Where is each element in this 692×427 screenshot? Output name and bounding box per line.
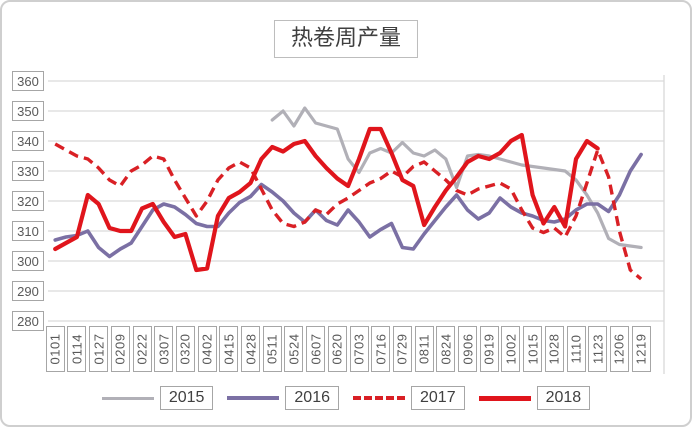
x-axis-label-text: 1219	[633, 333, 649, 365]
legend: 2015 2016 2017 2018	[2, 386, 690, 410]
legend-line-sample	[353, 396, 405, 400]
legend-label: 2016	[285, 386, 339, 410]
y-axis-label: 330	[12, 161, 44, 181]
legend-item-2017: 2017	[353, 386, 465, 410]
x-axis-label-text: 0127	[91, 333, 107, 365]
x-axis-label-text: 0511	[264, 334, 280, 364]
y-axis-label: 340	[12, 131, 44, 151]
x-axis-label-text: 0703	[351, 333, 367, 365]
y-axis-label: 360	[12, 71, 44, 91]
x-axis-label: 1015	[523, 326, 543, 372]
x-axis-label-text: 0114	[69, 334, 85, 364]
x-axis-label: 0209	[110, 326, 130, 372]
x-axis-label-text: 0906	[460, 333, 475, 365]
x-axis-label: 0811	[414, 326, 434, 372]
x-axis-label-text: 0729	[394, 333, 410, 365]
x-axis-label: 0703	[349, 326, 369, 372]
x-axis-label: 0729	[392, 326, 412, 372]
chart-title: 热卷周产量	[273, 20, 419, 58]
x-axis-label: 1110	[566, 326, 586, 372]
x-axis-label: 0511	[262, 326, 282, 372]
y-axis-label: 320	[12, 191, 44, 211]
x-axis-label-text: 0811	[416, 334, 432, 364]
x-axis-label-text: 0919	[481, 333, 497, 365]
x-axis-label: 0607	[306, 326, 326, 372]
x-axis-label: 0524	[284, 326, 304, 372]
x-axis-label: 0906	[458, 326, 477, 372]
x-axis-label-text: 0209	[112, 333, 128, 365]
legend-item-2018: 2018	[478, 386, 591, 410]
x-axis-label-text: 0824	[438, 333, 454, 365]
x-axis-label-text: 1206	[611, 333, 627, 365]
legend-label: 2015	[159, 386, 214, 410]
legend-item-2016: 2016	[227, 386, 339, 410]
x-axis-label: 0620	[327, 326, 347, 372]
y-axis-label: 310	[12, 221, 44, 241]
x-axis-label: 0428	[241, 326, 260, 372]
x-axis-label-text: 0620	[329, 333, 345, 365]
x-axis-label: 0127	[89, 326, 109, 372]
x-axis-label-text: 1123	[590, 334, 606, 364]
series-line-2018	[53, 126, 600, 273]
y-axis-label: 300	[12, 251, 44, 271]
x-axis-label-text: 0428	[243, 333, 258, 365]
x-axis-label: 1028	[544, 326, 564, 372]
series-line-2015	[270, 106, 643, 250]
x-axis-label-text: 0716	[373, 333, 389, 365]
x-axis-label: 0222	[132, 326, 152, 372]
legend-item-2015: 2015	[101, 386, 214, 410]
x-axis-label-text: 0607	[308, 333, 324, 365]
legend-label: 2017	[411, 386, 465, 410]
x-axis-label: 1123	[588, 326, 608, 372]
x-axis-label: 0320	[175, 326, 195, 372]
x-axis-label: 0307	[154, 326, 174, 372]
x-axis-label: 0716	[371, 326, 391, 372]
x-axis-label: 0415	[219, 326, 239, 372]
x-axis-label-text: 0524	[286, 333, 302, 365]
x-axis-label-text: 0320	[177, 333, 193, 365]
legend-label: 2018	[536, 386, 591, 410]
y-axis-label: 350	[12, 101, 44, 121]
y-axis-label: 290	[12, 281, 44, 301]
x-axis-label: 0402	[197, 326, 217, 372]
series-line-2017	[54, 142, 643, 281]
x-axis-label: 0101	[45, 326, 65, 372]
x-axis-label-text: 1002	[503, 333, 519, 365]
x-axis-label-text: 0101	[47, 333, 63, 365]
x-axis-label-text: 1110	[568, 334, 584, 364]
legend-line-sample	[478, 395, 531, 401]
x-axis-label-text: 0222	[134, 333, 150, 365]
x-axis-label-text: 1028	[546, 333, 562, 365]
x-axis-label: 1206	[609, 326, 629, 372]
y-axis-label: 280	[12, 311, 44, 331]
x-axis-label: 0114	[67, 326, 87, 372]
x-axis-label-text: 0402	[199, 333, 215, 365]
legend-line-sample	[227, 396, 280, 400]
legend-line-sample	[101, 396, 154, 400]
x-axis-label-text: 0307	[156, 333, 172, 365]
x-axis-label: 1002	[501, 326, 521, 372]
x-axis-label: 0824	[436, 326, 456, 372]
x-axis-label-text: 0415	[221, 333, 237, 365]
x-axis-label-text: 1015	[525, 333, 541, 365]
x-axis-label: 1219	[631, 326, 651, 372]
x-axis-label: 0919	[479, 326, 499, 372]
